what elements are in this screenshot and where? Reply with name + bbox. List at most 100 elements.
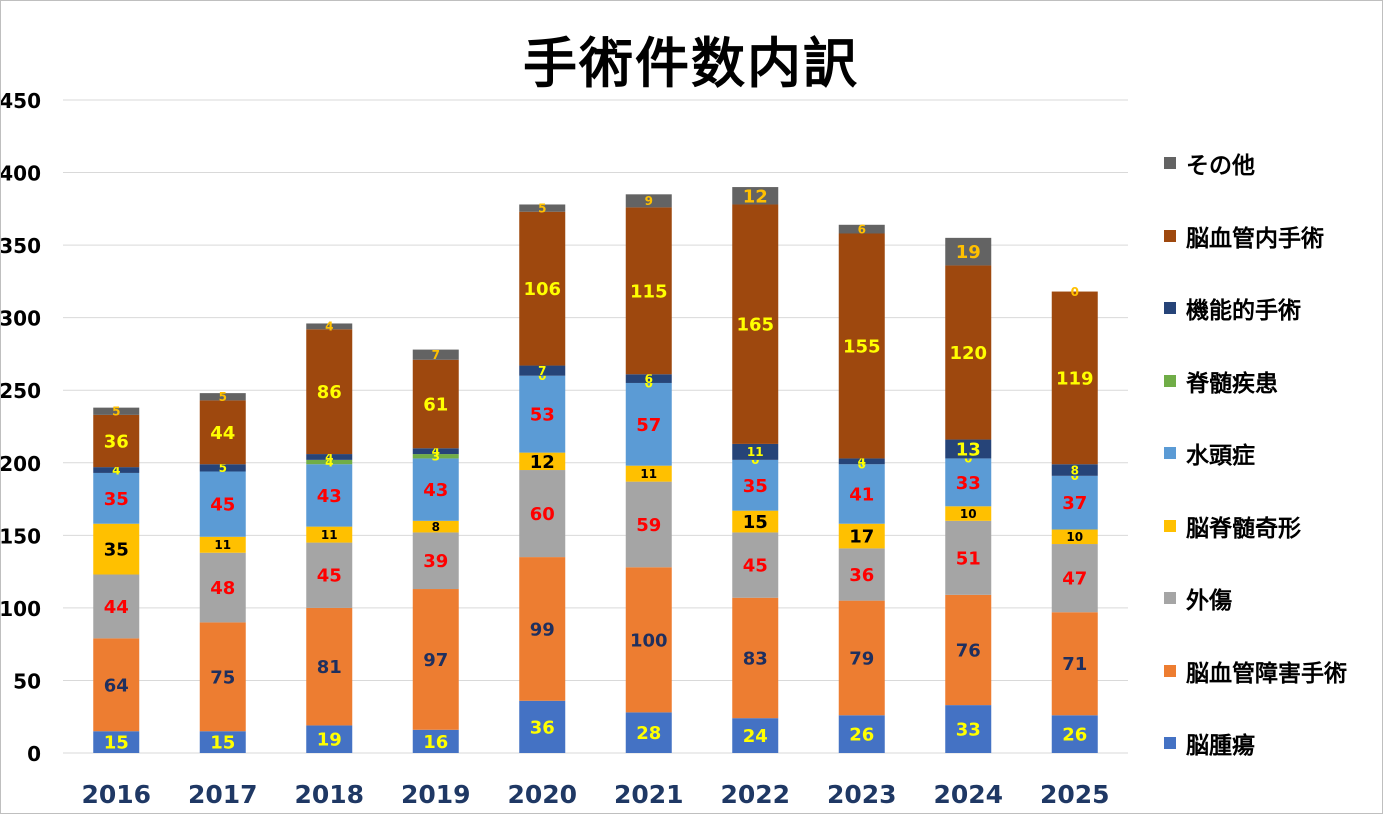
bar-segment-2016-3 <box>93 523 140 575</box>
bar-segment-2021-6 <box>625 374 672 383</box>
data-label-2022-3: 15 <box>743 512 768 533</box>
y-tick-label-100: 100 <box>1 597 41 621</box>
bar-segment-2018-8 <box>306 323 353 330</box>
legend-item: 水頭症 <box>1164 438 1255 469</box>
data-label-2016-6: 4 <box>112 463 120 477</box>
data-label-2020-2: 60 <box>530 504 555 525</box>
legend-item: 脳脊髄奇形 <box>1164 511 1301 542</box>
bar-segment-2017-3 <box>199 536 246 553</box>
data-label-2025-1: 71 <box>1062 654 1087 675</box>
bar-segment-2023-2 <box>838 548 885 601</box>
bar-segment-2019-0 <box>412 729 459 753</box>
data-label-2023-7: 155 <box>843 336 881 357</box>
legend-label: 脳腫瘍 <box>1186 733 1255 759</box>
bar-segment-2022-3 <box>732 510 779 533</box>
bar-segment-2019-4 <box>412 458 459 521</box>
legend-label: 脳血管内手術 <box>1186 225 1324 252</box>
data-label-2020-5: 0 <box>538 369 546 383</box>
legend-label: 水頭症 <box>1186 443 1255 469</box>
bar-segment-2025-7 <box>1051 291 1098 465</box>
bar-segment-2025-4 <box>1051 475 1098 530</box>
bar-segment-2024-0 <box>945 705 992 753</box>
bar-segment-2020-6 <box>519 365 566 376</box>
data-label-2021-8: 9 <box>645 194 653 208</box>
data-label-2025-2: 47 <box>1062 569 1087 590</box>
data-label-2020-7: 106 <box>523 279 561 300</box>
data-label-2017-1: 75 <box>210 667 235 688</box>
data-label-2019-1: 97 <box>423 650 448 671</box>
data-label-2019-6: 4 <box>432 444 440 458</box>
bar-segment-2016-6 <box>93 467 140 473</box>
data-label-2024-1: 76 <box>956 640 981 661</box>
bar-segment-2025-2 <box>1051 544 1098 613</box>
bar-segment-2019-5 <box>412 454 459 459</box>
data-label-2021-1: 100 <box>630 630 668 651</box>
data-label-2025-7: 119 <box>1056 368 1094 389</box>
bar-segment-2024-7 <box>945 265 992 440</box>
data-label-2020-3: 12 <box>530 452 555 473</box>
bar-segment-2022-8 <box>732 187 779 205</box>
data-label-2022-4: 35 <box>743 476 768 497</box>
data-label-2019-0: 16 <box>423 732 448 753</box>
data-label-2024-5: 0 <box>964 452 972 466</box>
bar-segment-2016-1 <box>93 638 140 732</box>
data-label-2025-6: 8 <box>1071 463 1079 477</box>
data-label-2019-5: 3 <box>432 450 440 464</box>
legend-swatch <box>1164 519 1176 532</box>
data-label-2024-2: 51 <box>956 548 981 569</box>
data-label-2016-1: 64 <box>104 675 129 696</box>
bar-segment-2025-0 <box>1051 715 1098 753</box>
bar-segment-2023-8 <box>838 224 885 234</box>
bar-segment-2025-1 <box>1051 612 1098 716</box>
data-label-2021-6: 6 <box>645 372 653 386</box>
data-label-2025-3: 10 <box>1066 530 1083 544</box>
chart-title: 手術件数内訳 <box>523 32 859 95</box>
data-label-2016-8: 5 <box>112 405 120 419</box>
data-label-2016-2: 44 <box>104 597 129 618</box>
legend-label: その他 <box>1186 153 1255 179</box>
bar-segment-2020-0 <box>519 700 566 753</box>
data-label-2022-5: 0 <box>751 453 759 467</box>
data-label-2022-2: 45 <box>743 556 768 577</box>
data-label-2023-3: 17 <box>849 527 874 548</box>
bar-segment-2018-0 <box>306 725 353 753</box>
legend-label: 機能的手術 <box>1186 298 1301 324</box>
data-label-2020-6: 7 <box>538 364 546 378</box>
data-label-2020-0: 36 <box>530 717 555 738</box>
data-label-2023-1: 79 <box>849 648 874 669</box>
data-label-2017-8: 5 <box>219 390 227 404</box>
data-label-2017-4: 45 <box>210 495 235 516</box>
legend-item: その他 <box>1164 148 1255 179</box>
data-label-2021-5: 0 <box>645 376 653 390</box>
data-label-2022-0: 24 <box>743 726 768 747</box>
data-label-2018-4: 43 <box>317 486 342 507</box>
legend-item: 脊髄疾患 <box>1164 366 1278 397</box>
legend-label: 脳脊髄奇形 <box>1186 515 1301 542</box>
legend-item: 機能的手術 <box>1164 293 1301 324</box>
bar-segment-2020-4 <box>519 375 566 453</box>
legend-label: 外傷 <box>1186 588 1232 614</box>
bar-segment-2023-7 <box>838 233 885 459</box>
data-label-2023-6: 4 <box>858 455 866 469</box>
x-tick-label-2016: 2016 <box>81 780 151 809</box>
data-label-2022-7: 165 <box>736 315 774 336</box>
legend-swatch <box>1164 447 1176 459</box>
bar-segment-2022-6 <box>732 443 779 460</box>
legend-swatch <box>1164 374 1176 387</box>
bar-segment-2017-8 <box>199 393 246 401</box>
bar-segment-2019-7 <box>412 359 459 449</box>
legend-label: 脳血管障害手術 <box>1186 660 1347 687</box>
legend-swatch <box>1164 302 1176 314</box>
bar-segment-2021-3 <box>625 465 672 482</box>
data-label-2017-3: 11 <box>214 538 231 552</box>
bar-segment-2016-4 <box>93 472 140 524</box>
legend-swatch <box>1164 592 1176 604</box>
data-label-2021-2: 59 <box>636 515 661 536</box>
x-tick-label-2021: 2021 <box>614 780 684 809</box>
data-label-2017-2: 48 <box>210 578 235 599</box>
data-label-2025-5: 0 <box>1071 469 1079 483</box>
bar-segment-2020-3 <box>519 452 566 471</box>
bar-segment-2024-1 <box>945 594 992 706</box>
